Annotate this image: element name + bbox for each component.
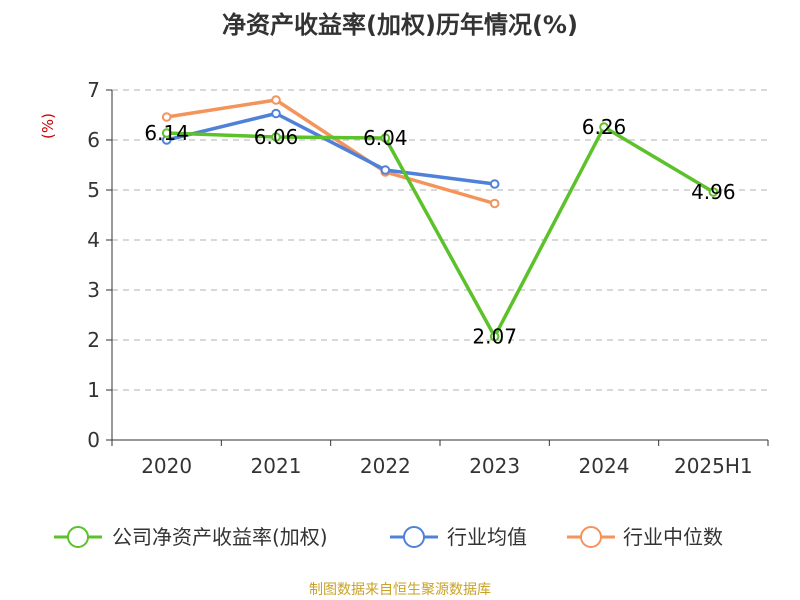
series-1-point-5 [708, 187, 719, 197]
x-tick-label-2023: 2023 [469, 454, 520, 478]
legend-marker-2 [403, 526, 425, 548]
legend-item-3: 行业中位数 [567, 525, 723, 549]
x-tick-label-2021: 2021 [251, 454, 302, 478]
series-3-point-1 [271, 95, 281, 105]
series-2-point-3 [489, 179, 500, 189]
x-axis-ticks: 2020 2021 2022 2023 2024 2025H1 [111, 440, 769, 478]
y-tick-label-3: 3 [87, 278, 100, 302]
series-3-point-0 [161, 112, 172, 122]
y-tick-label-7: 7 [87, 78, 100, 102]
legend-label-1: 公司净资产收益率(加权) [112, 525, 328, 549]
legend-marker-1 [67, 526, 89, 548]
series-1-point-1 [271, 132, 281, 142]
series-1-point-4 [599, 122, 609, 132]
axes [111, 90, 768, 441]
series-1-point-2 [380, 133, 391, 143]
x-tick-label-2022: 2022 [360, 454, 411, 478]
data-label-3: 2.07 [472, 325, 517, 349]
data-label-4: 6.26 [582, 115, 627, 139]
series-1 [161, 122, 719, 342]
series-2-point-2 [380, 165, 391, 175]
y-tick-label-6: 6 [87, 128, 100, 152]
y-tick-label-4: 4 [87, 228, 100, 252]
y-tick-label-0: 0 [87, 428, 100, 452]
legend-marker-3 [580, 526, 602, 548]
series-layer [161, 95, 719, 342]
y-tick-label-1: 1 [87, 378, 100, 402]
legend-label-3: 行业中位数 [623, 525, 723, 549]
series-line-2 [166, 111, 495, 186]
chart-title: 净资产收益率(加权)历年情况(%) [222, 11, 578, 39]
series-2 [161, 108, 500, 189]
x-tick-label-2020: 2020 [141, 454, 192, 478]
y-axis-ticks: 0 1 2 3 4 5 6 7 [87, 78, 112, 452]
y-axis-unit-label: (%) [39, 113, 57, 139]
series-1-point-3 [489, 331, 500, 342]
data-label-5: 4.96 [691, 180, 736, 204]
series-line-3 [166, 98, 496, 206]
data-labels: 6.14 6.06 6.04 2.07 6.26 4.96 [144, 115, 735, 349]
data-label-0: 6.14 [144, 121, 189, 145]
series-1-point-0 [161, 128, 172, 138]
source-note: 制图数据来自恒生聚源数据库 [309, 582, 491, 598]
x-tick-label-2024: 2024 [579, 454, 630, 478]
data-label-2: 6.04 [363, 126, 408, 150]
series-2-point-1 [271, 108, 281, 119]
series-3-point-3 [489, 198, 500, 209]
legend-item-1: 公司净资产收益率(加权) [54, 525, 328, 549]
y-tick-label-2: 2 [87, 328, 100, 352]
data-label-1: 6.06 [254, 125, 299, 149]
legend-label-2: 行业均值 [447, 525, 527, 549]
y-tick-label-5: 5 [87, 178, 100, 202]
legend-item-2: 行业均值 [390, 525, 527, 549]
legend: 公司净资产收益率(加权) 行业均值 行业中位数 [54, 525, 723, 549]
x-tick-label-2025H1: 2025H1 [674, 454, 753, 478]
series-line-1 [166, 125, 715, 339]
